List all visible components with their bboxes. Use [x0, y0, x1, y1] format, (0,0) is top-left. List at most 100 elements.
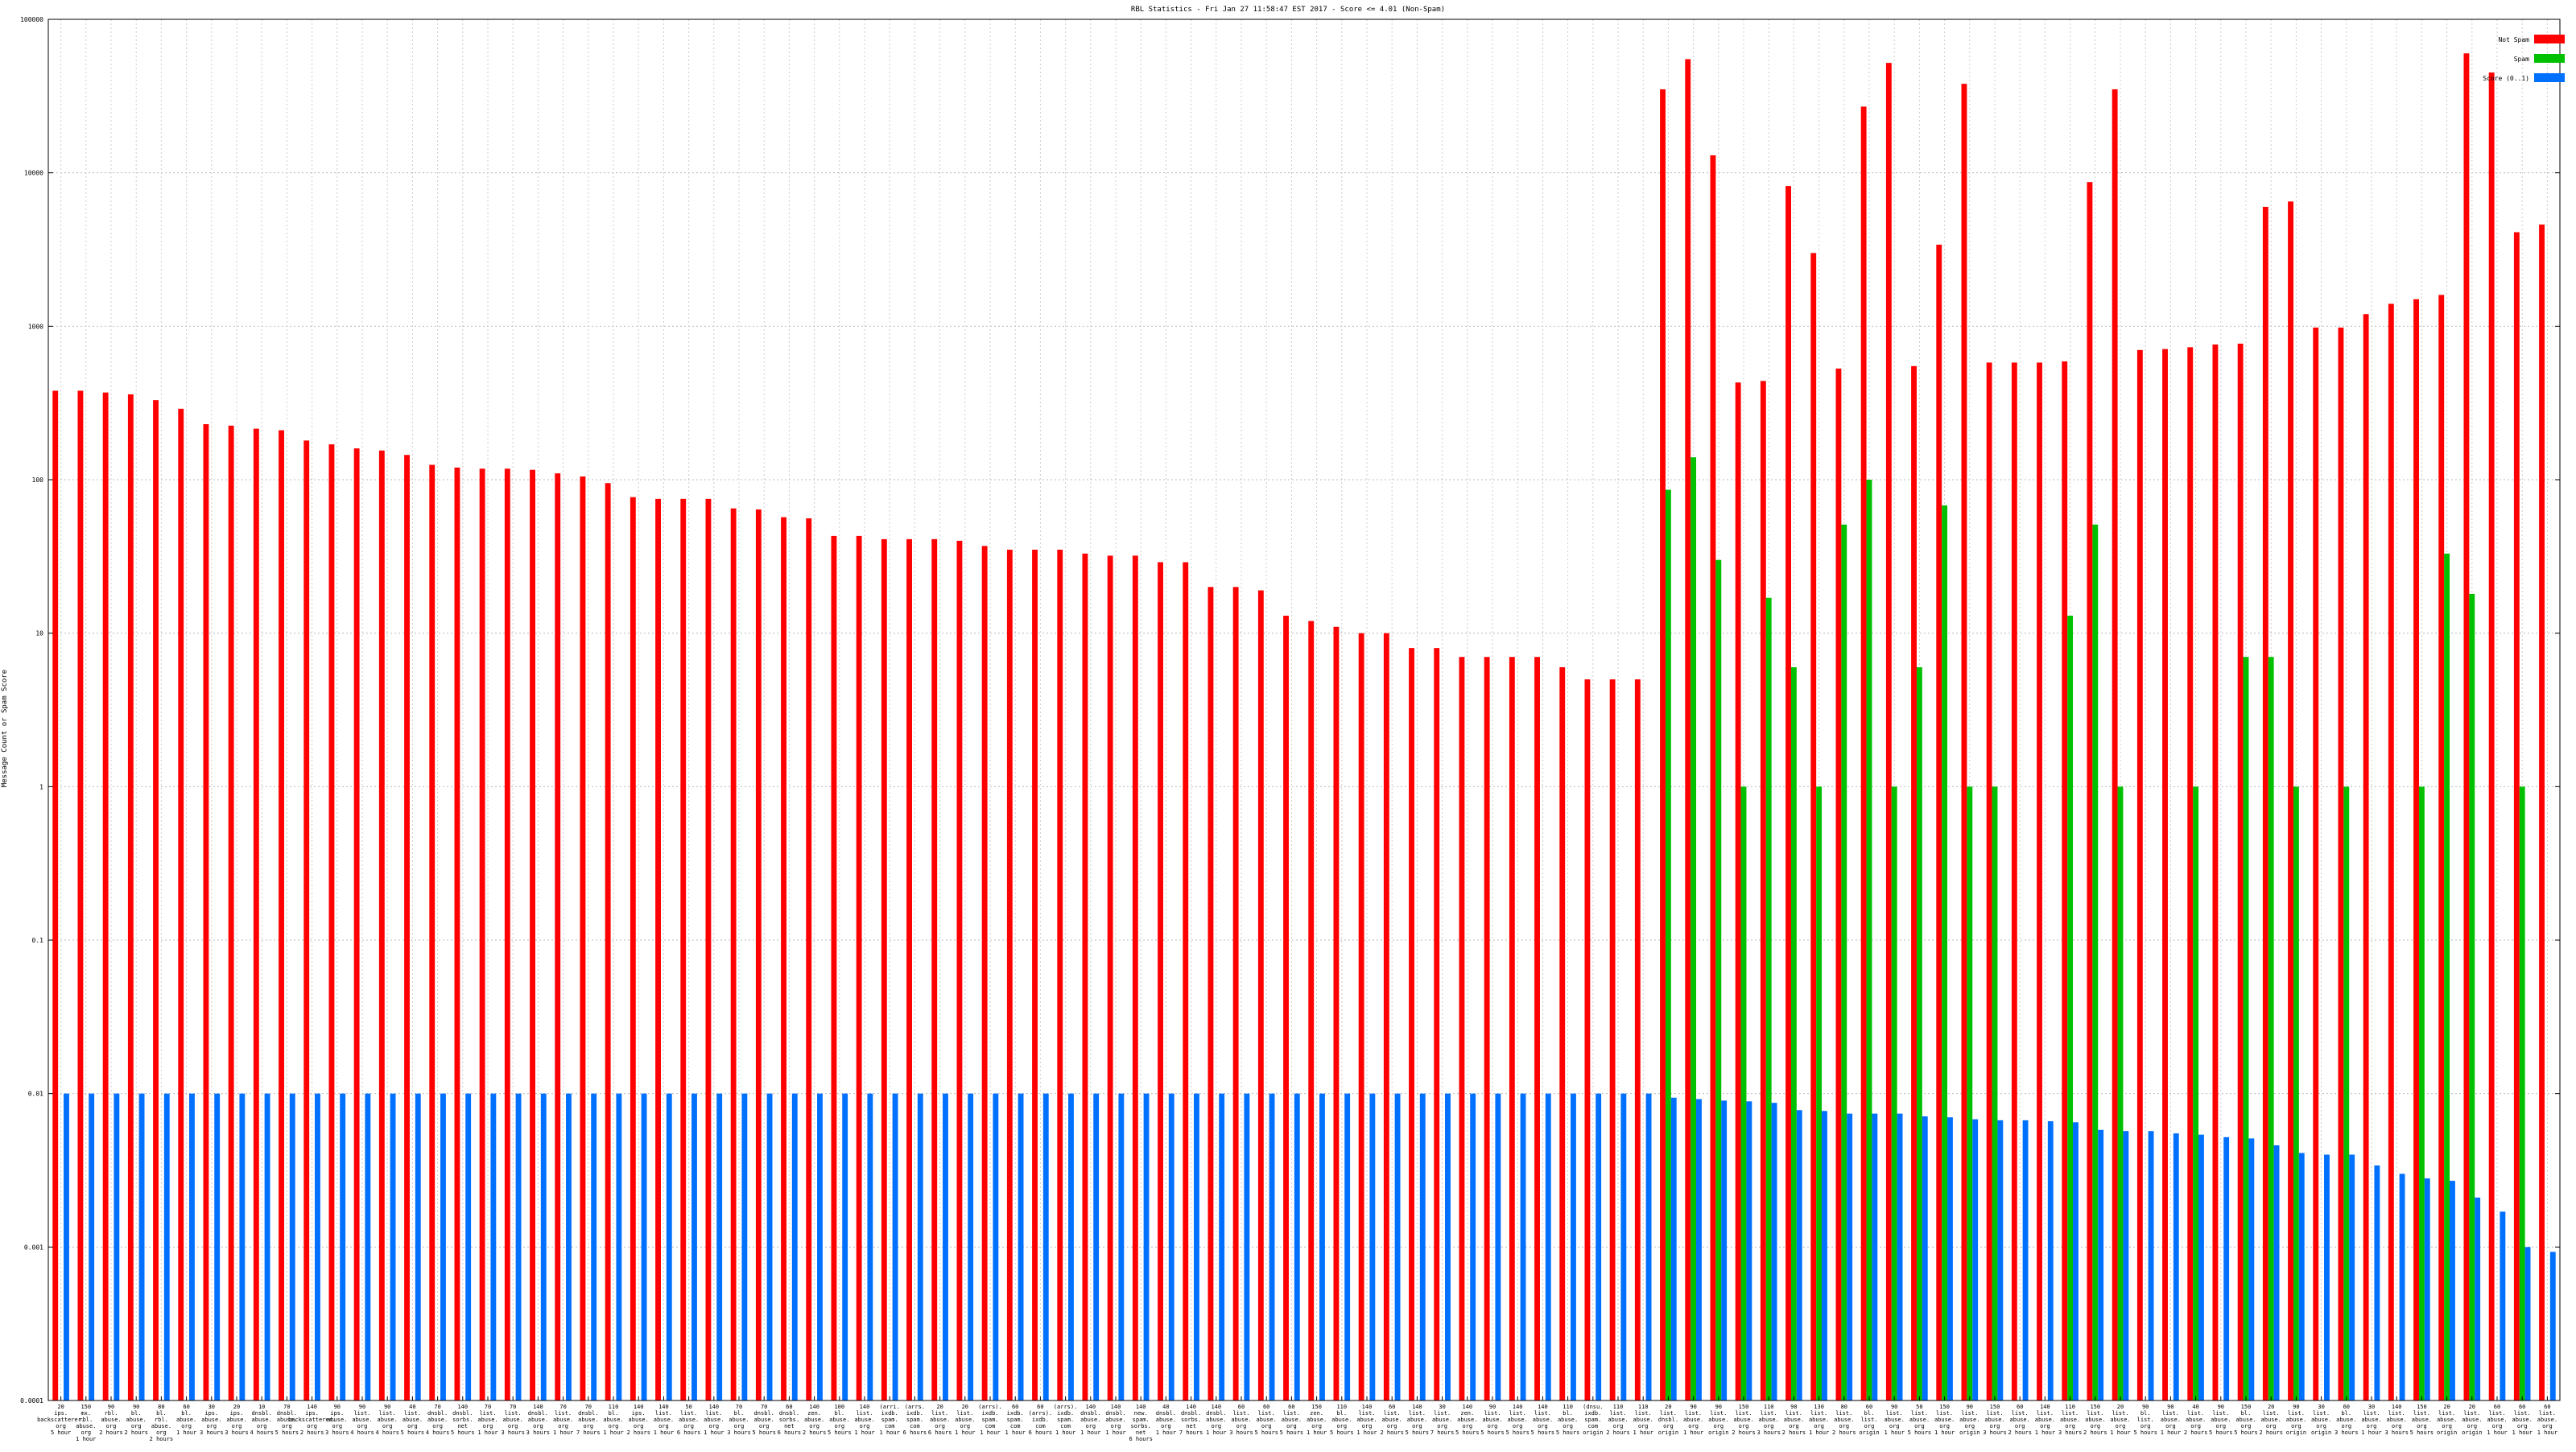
x-tick-label-line: 70 [736, 1404, 742, 1410]
x-tick-label-line: 5 hours [451, 1429, 475, 1436]
x-tick-label-line: org [860, 1423, 870, 1429]
x-tick-label-line: 1 hour [980, 1429, 1000, 1436]
x-tick-label-line: org [1964, 1423, 1975, 1429]
x-tick-label-line: list. [1835, 1410, 1852, 1417]
x-tick-label-line: 5 hours [2410, 1429, 2434, 1436]
bar [1344, 1093, 1351, 1400]
bar [1068, 1093, 1074, 1400]
x-tick-label-line: 3 hours [325, 1429, 349, 1436]
x-tick-label-line: 1 hour [1055, 1429, 1075, 1436]
x-tick-label-line: 1 hour [1633, 1429, 1653, 1436]
bar [2513, 232, 2520, 1401]
x-tick-label-line: 60 [1263, 1404, 1269, 1410]
x-tick-label: 60 list. abuse. org 5 hours [1280, 1404, 1304, 1436]
x-tick-label-line: 5 hours [401, 1429, 425, 1436]
x-tick-label-line: 110 [2065, 1404, 2075, 1410]
x-tick-label-line: org [2140, 1423, 2151, 1429]
x-tick-label-line: org [1236, 1423, 1247, 1429]
x-tick-label-line: org [2467, 1423, 2477, 1429]
x-tick-label-line: ixdb. [1057, 1410, 1074, 1417]
x-tick-label-line: list. [2463, 1410, 2480, 1417]
x-tick-label-line: 60 [2017, 1404, 2023, 1410]
x-tick-label-line: 110 [1563, 1404, 1573, 1410]
x-tick-label-line: sorbs. [452, 1417, 473, 1423]
x-tick-label-line: dnsbl. [1658, 1417, 1678, 1423]
x-tick-label-line: 2 hours [2184, 1429, 2208, 1436]
x-tick-label-line: list. [1986, 1410, 2003, 1417]
x-tick-label-line: org [1914, 1423, 1925, 1429]
y-tick-label: 1 [39, 783, 43, 790]
bar [1997, 1120, 2004, 1400]
x-tick-label: (arrs. ixdb. spam. com 6 hours [903, 1404, 927, 1436]
x-tick-label-line: 7 hours [1179, 1429, 1203, 1436]
x-tick-label-line: spam. [981, 1417, 998, 1423]
x-tick-label-line: spam. [881, 1417, 898, 1423]
x-tick-label-line: bl. [2341, 1410, 2351, 1417]
x-tick-label-line: org [1538, 1423, 1548, 1429]
x-tick-label-line: 60 [1012, 1404, 1018, 1410]
x-tick-label-line: 110 [1613, 1404, 1624, 1410]
bar [730, 508, 737, 1401]
bar [1042, 1093, 1049, 1400]
x-tick-label-line: dnsbl. [1105, 1410, 1125, 1417]
x-tick-label-line: abuse. [1105, 1417, 1125, 1423]
x-tick-label: 110 list. abuse. org 2 hours [1606, 1404, 1630, 1436]
x-tick-label-line: abuse. [2387, 1417, 2407, 1423]
x-tick-label-line: abuse. [277, 1417, 297, 1423]
bar [2062, 361, 2068, 1401]
x-tick-label-line: 90 [133, 1404, 139, 1410]
x-tick-label-line: 2 hours [99, 1429, 123, 1436]
x-tick-label: 20 list. abuse. org origin [2437, 1404, 2457, 1436]
bar [1961, 84, 1967, 1401]
x-tick-label-line: org [634, 1423, 644, 1429]
x-tick-label-line: 90 [1489, 1404, 1496, 1410]
x-tick-label-line: org [1261, 1423, 1272, 1429]
bar [2268, 657, 2274, 1400]
x-tick-label-line: org [1437, 1423, 1447, 1429]
x-tick-label-line: abuse. [654, 1417, 674, 1423]
x-tick-label: 140 list. abuse. org 1 hour [704, 1404, 724, 1436]
x-tick-label-line: 40 [409, 1404, 415, 1410]
x-tick-label: 140 zen. abuse. org 2 hours [803, 1404, 827, 1436]
x-tick-label-line: 140 [860, 1404, 870, 1410]
x-tick-label-line: 5 hours [1330, 1429, 1354, 1436]
x-tick-label-line: abuse. [101, 1417, 121, 1423]
y-tick-label: 10 [35, 630, 43, 637]
x-tick-label-line: net [457, 1423, 468, 1429]
bar [429, 464, 436, 1400]
bar [1835, 368, 1842, 1400]
legend-label: Not Spam [2498, 36, 2529, 43]
x-tick-label-line: org [56, 1423, 66, 1429]
x-tick-label-line: list. [1232, 1410, 1249, 1417]
x-tick-label-line: abuse. [2211, 1417, 2231, 1423]
bar [2243, 657, 2249, 1400]
x-tick-label-line: 2 hours [2008, 1429, 2032, 1436]
bar [655, 498, 661, 1400]
x-tick-label-line: org [382, 1423, 393, 1429]
x-tick-label-line: 150 [1739, 1404, 1749, 1410]
bar [1283, 615, 1289, 1400]
x-tick-label-line: org [156, 1429, 167, 1436]
x-tick-label-line: mx. [80, 1410, 91, 1417]
bar [791, 1093, 798, 1400]
x-tick-label-line: abuse. [1206, 1417, 1226, 1423]
bar [1822, 1111, 1827, 1400]
x-tick-label-line: list. [1660, 1410, 1677, 1417]
x-tick-label: 150 bl. abuse. org 5 hours [2234, 1404, 2258, 1436]
bar [1244, 1093, 1250, 1400]
x-tick-label-line: zen. [1460, 1410, 1474, 1417]
bar [1394, 1093, 1401, 1400]
bar [1866, 480, 1872, 1400]
x-tick-label-line: org [508, 1423, 518, 1429]
x-tick-label-line: 6 hours [1129, 1436, 1153, 1442]
bar [630, 497, 636, 1400]
bar [2388, 303, 2394, 1401]
x-tick-label-line: org [1085, 1423, 1096, 1429]
x-tick-label-line: org [2090, 1423, 2100, 1429]
x-tick-label-line: org [1864, 1423, 1875, 1429]
x-tick-label-line: abuse. [2235, 1417, 2256, 1423]
x-tick-label: 150 list. abuse. org 5 hours [2410, 1404, 2434, 1436]
x-tick-label: 150 list. abuse. org 3 hours [1983, 1404, 2007, 1436]
x-tick-label-line: 1 hour [2361, 1429, 2381, 1436]
x-tick-label-line: spam. [1584, 1417, 1601, 1423]
